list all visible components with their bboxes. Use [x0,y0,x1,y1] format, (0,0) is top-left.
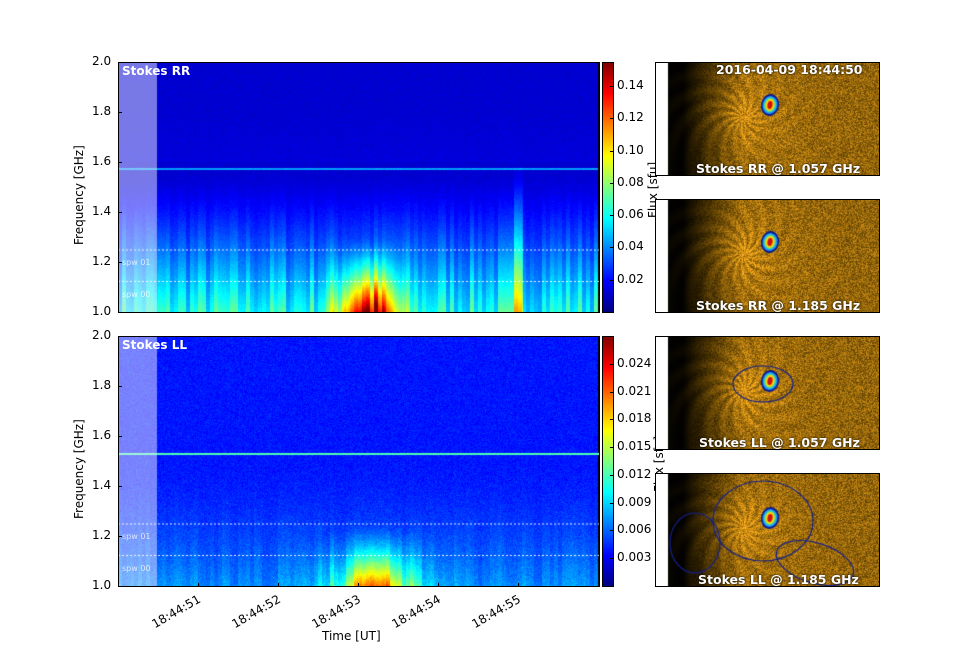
image-label: Stokes LL @ 1.185 GHz [698,572,859,587]
y-tick-label: 1.6 [92,154,112,168]
tick-mark [610,279,614,281]
solar-image-rr-1185 [655,199,879,312]
stokes-ll-heatmap [118,336,599,586]
stokes-rr-title: Stokes RR [122,64,191,78]
x-tick-label: 18:44:55 [469,592,523,632]
image-label: Stokes RR @ 1.185 GHz [696,298,861,313]
tick-mark [610,558,614,560]
colorbar-tick-label: 0.14 [617,78,644,93]
solar-image-ll-1185 [655,473,879,586]
solar-image-ll-1057 [655,336,879,449]
x-tick-label: 18:44:52 [229,592,283,632]
tick-mark [610,86,614,88]
stokes-ll-colorbar [602,336,613,586]
colorbar-tick-label: 0.10 [617,142,644,157]
colorbar-tick-label: 0.024 [617,355,652,370]
colorbar-tick-label: 0.018 [617,411,652,426]
solar-image-rr-1057 [655,62,879,175]
tick-mark [118,386,122,387]
spw01-label: spw 01 [122,258,151,267]
colorbar-tick-label: 0.006 [617,522,652,537]
colorbar-tick-label: 0.009 [617,494,652,509]
colorbar-tick-label: 0.003 [617,550,652,565]
colorbar-tick-label: 0.015 [617,439,652,454]
tick-mark [358,583,359,587]
spw00-label: spw 00 [122,290,151,299]
tick-mark [610,530,614,532]
tick-mark [118,62,122,63]
tick-mark [610,419,614,421]
stokes-rr-ylabel: Frequency [GHz] [72,145,86,245]
tick-mark [118,312,122,313]
stokes-ll-title: Stokes LL [122,338,188,352]
stokes-ll-ylabel: Frequency [GHz] [72,419,86,519]
spw01-label: spw 01 [122,532,151,541]
tick-mark [118,162,122,163]
stokes-rr-colorbar [602,62,613,312]
tick-mark [610,391,614,393]
colorbar-tick-label: 0.06 [617,207,644,222]
colorbar-tick-label: 0.08 [617,174,644,189]
tick-mark [610,182,614,184]
y-tick-label: 1.8 [92,104,112,118]
stokes-rr-heatmap [118,62,599,312]
x-tick-label: 18:44:51 [149,592,203,632]
tick-mark [610,150,614,152]
tick-mark [610,474,614,476]
colorbar-tick-label: 0.04 [617,239,644,254]
x-tick-label: 18:44:53 [309,592,363,632]
x-tick-label: 18:44:54 [389,592,443,632]
tick-mark [118,586,122,587]
y-tick-label: 1.4 [92,478,112,492]
image-label: Stokes RR @ 1.057 GHz [696,161,861,176]
tick-mark [118,436,122,437]
image-label: Stokes LL @ 1.057 GHz [699,435,860,450]
tick-mark [118,486,122,487]
y-tick-label: 1.6 [92,428,112,442]
y-tick-label: 2.0 [92,328,112,342]
colorbar-tick-label: 0.12 [617,110,644,125]
tick-mark [610,118,614,120]
colorbar-tick-label: 0.021 [617,383,652,398]
tick-mark [118,112,122,113]
tick-mark [198,583,199,587]
y-tick-label: 1.2 [92,254,112,268]
tick-mark [610,363,614,365]
y-tick-label: 1.0 [92,304,112,318]
colorbar-tick-label: 0.02 [617,271,644,286]
tick-mark [118,536,122,537]
y-tick-label: 1.4 [92,204,112,218]
image-timestamp: 2016-04-09 18:44:50 [716,62,863,77]
colorbar-tick-label: 0.012 [617,466,652,481]
tick-mark [610,247,614,249]
tick-mark [118,336,122,337]
tick-mark [518,583,519,587]
y-tick-label: 2.0 [92,54,112,68]
tick-mark [610,502,614,504]
tick-mark [118,212,122,213]
y-tick-label: 1.2 [92,528,112,542]
y-tick-label: 1.0 [92,578,112,592]
tick-mark [438,583,439,587]
y-tick-label: 1.8 [92,378,112,392]
tick-mark [610,447,614,449]
tick-mark [278,583,279,587]
tick-mark [610,215,614,217]
spw00-label: spw 00 [122,564,151,573]
x-axis-label: Time [UT] [322,629,381,643]
tick-mark [118,262,122,263]
